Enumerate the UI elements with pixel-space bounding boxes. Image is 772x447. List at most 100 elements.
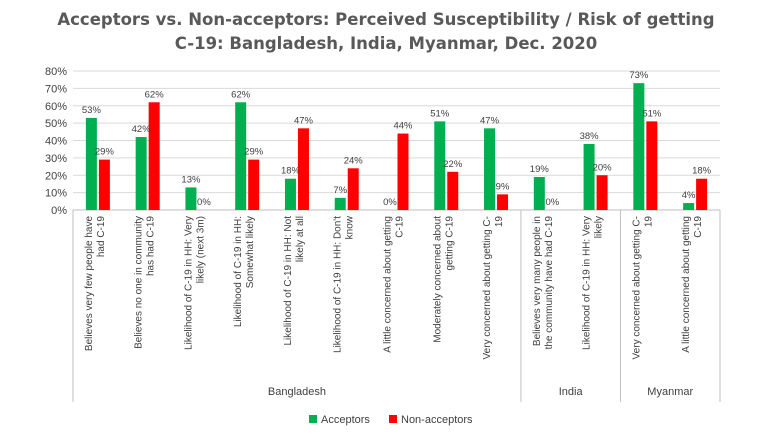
bar [297,128,309,210]
y-axis: 0% 10% 20% 30% 40% 50% 60% 70% 80% [45,66,67,217]
y-tick-label: 0% [51,205,67,217]
category-label: Very concerned about getting C-19 [482,216,505,360]
category-label-line: Believes very few people have [84,216,95,352]
bar [646,121,658,210]
bar [497,194,509,210]
bar [596,175,608,210]
category-label-line: the community have had C-19 [544,216,555,350]
category-label-line: 19 [643,216,654,228]
category-label-line: Believes very many people in [532,216,543,346]
category-label: Believes no one in communityhas had C-19 [134,216,157,349]
bar [347,168,359,210]
bar [696,178,708,210]
data-label: 18% [281,166,301,177]
category-label: Likelihood of C-19 in HH:Somewhat likely [233,216,256,327]
bar [148,102,160,210]
data-label: 51% [642,108,662,119]
legend-label: Non-acceptors [401,414,473,426]
data-label: 51% [430,108,450,119]
y-tick-label: 10% [45,188,67,200]
data-label: 29% [244,147,264,158]
data-label: 29% [95,147,115,158]
chart-title: Acceptors vs. Non-acceptors: Perceived S… [0,8,772,56]
bar [185,187,197,210]
bar [633,83,645,210]
legend-label: Acceptors [321,414,370,426]
data-label: 7% [333,185,347,196]
y-tick-label: 50% [45,118,67,130]
category-label-line: likely [594,216,605,238]
category-label-line: Likelihood of C-19 in HH: Very [183,216,194,350]
chart-title-line-1: Acceptors vs. Non-acceptors: Perceived S… [57,10,715,29]
category-label-line: Likelihood of C-19 in HH: Very [582,216,593,350]
data-label: 44% [393,121,413,132]
bar [533,176,545,210]
bar [583,143,595,210]
gridlines [73,70,720,211]
category-label: Likelihood of C-19 in HH: Notlikely at a… [283,216,306,346]
category-label-line: 19 [494,216,505,228]
legend-swatch [389,415,397,423]
data-label: 47% [480,115,500,126]
bar [434,121,446,210]
bar [397,133,409,210]
category-label-line: Likelihood of C-19 in HH: Don't [333,216,344,353]
chart-title-line-2: C-19: Bangladesh, India, Myanmar, Dec. 2… [174,34,598,53]
bar [447,171,459,210]
category-label-line: had C-19 [96,216,107,258]
data-label: 0% [383,197,397,208]
category-label: A little concerned about gettingC-19 [681,216,704,353]
bar [484,128,496,210]
data-label: 24% [344,155,364,166]
category-label-line: A little concerned about getting [681,216,692,353]
data-label: 4% [682,190,696,201]
bars [85,83,708,210]
data-label: 62% [145,89,165,100]
y-tick-label: 20% [45,170,67,182]
category-label: Likelihood of C-19 in HH: Verylikely [582,216,605,350]
category-label: Likelihood of C-19 in HH: Verylikely (ne… [183,216,206,350]
bar [235,102,247,210]
bar [683,203,695,210]
category-label-line: has had C-19 [146,216,157,276]
data-label: 38% [580,131,600,142]
bar [135,137,147,210]
y-tick-label: 80% [45,66,67,78]
legend: Acceptors Non-acceptors [309,414,473,426]
category-label: Very concerned about getting C-19 [631,216,654,360]
data-label: 22% [443,159,463,170]
category-label-line: Very concerned about getting C- [631,216,642,359]
data-label: 9% [496,181,510,192]
data-label: 19% [530,164,550,175]
data-label: 42% [132,124,152,135]
category-label-line: likely (next 3m) [195,216,206,283]
category-label-line: C-19 [693,216,704,238]
category-label-line: Somewhat likely [245,216,256,288]
category-label-line: Moderately concerned about [432,216,443,343]
bar [334,197,346,210]
category-label-line: Believes no one in community [134,216,145,349]
category-label-line: Likelihood of C-19 in HH: Not [283,216,294,346]
data-label: 13% [181,174,201,185]
y-tick-label: 60% [45,101,67,113]
data-label: 0% [545,197,559,208]
category-label: Believes very few people havehad C-19 [84,216,107,352]
category-label-line: C-19 [395,216,406,238]
y-tick-label: 30% [45,153,67,165]
bar [248,159,260,210]
category-label-line: know [345,215,356,239]
data-label: 47% [294,115,314,126]
data-label: 20% [593,162,613,173]
bar [98,159,110,210]
bar [85,117,97,210]
data-label: 62% [231,89,251,100]
data-label: 73% [629,70,649,81]
group-label: India [559,386,584,398]
y-tick-label: 40% [45,136,67,148]
category-label-line: likely at all [295,216,306,262]
group-label: Bangladesh [268,386,326,398]
category-label: Likelihood of C-19 in HH: Don'tknow [333,215,356,353]
group-label: Myanmar [647,386,693,398]
data-label: 18% [692,166,712,177]
